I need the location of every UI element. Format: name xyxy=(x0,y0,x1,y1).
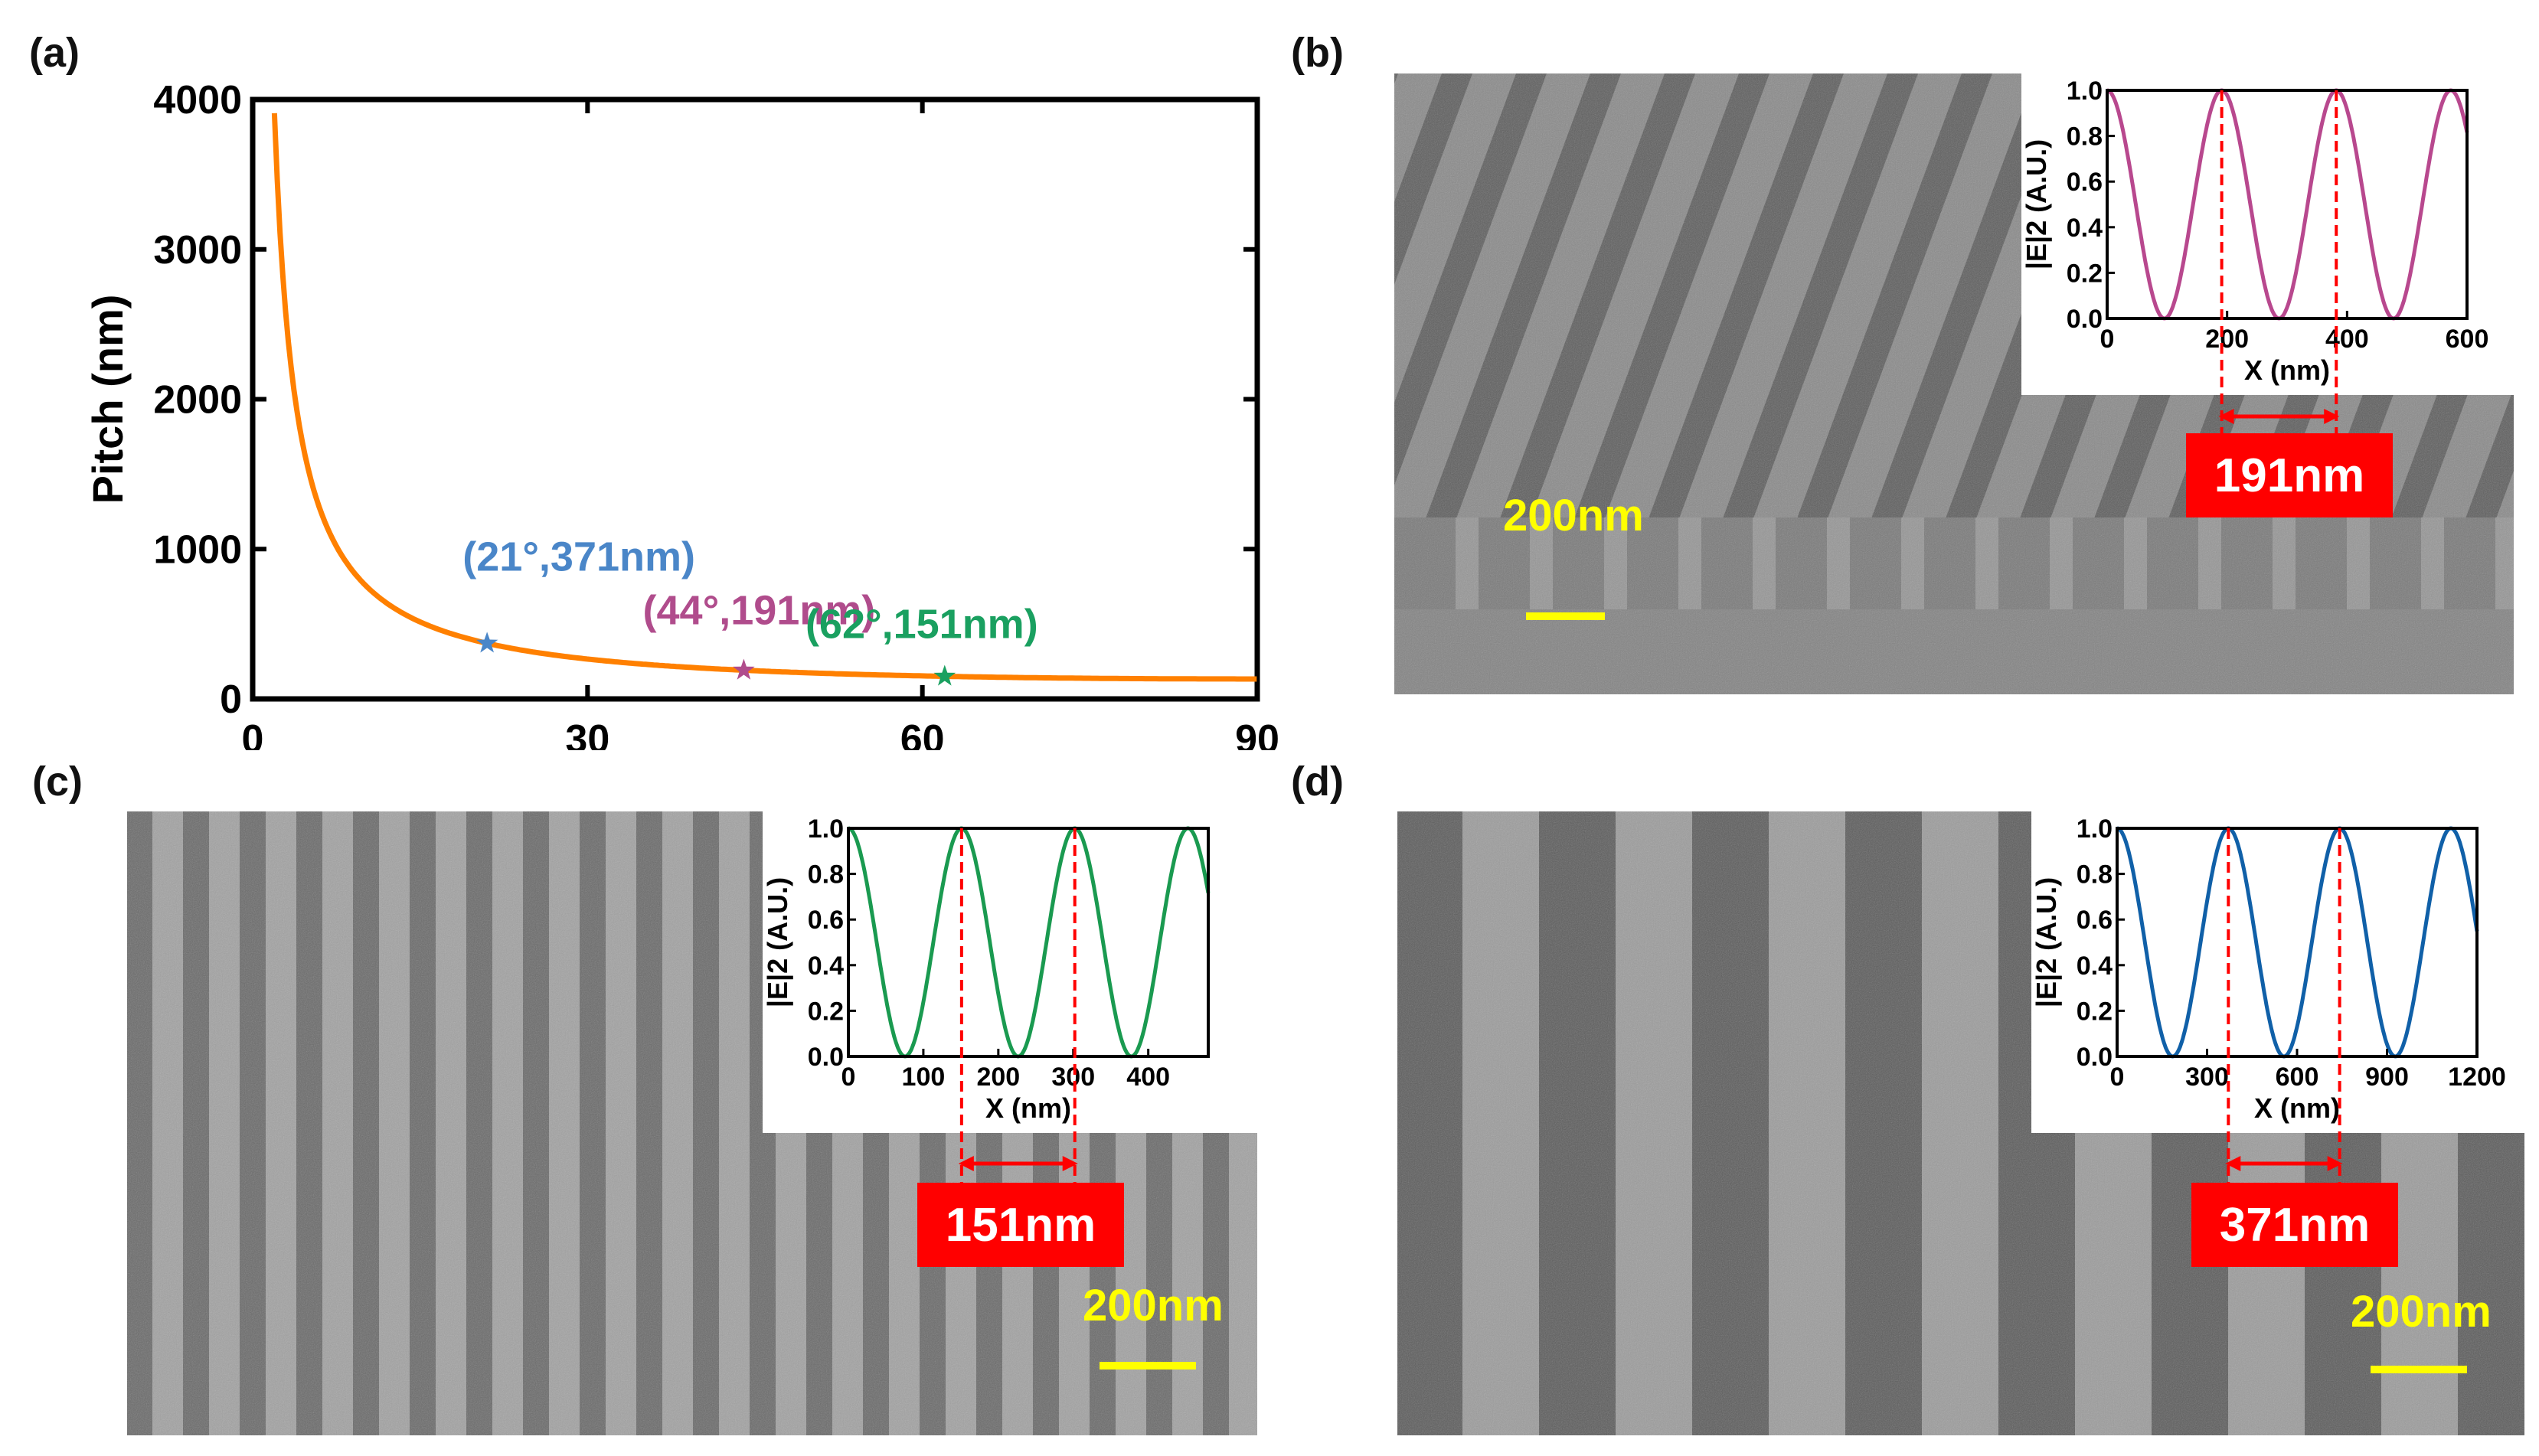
pitch-label-c: 151nm xyxy=(917,1183,1124,1267)
y-tick-label: 0.0 xyxy=(2077,1043,2113,1072)
x-tick-label: 400 xyxy=(2325,325,2369,354)
scale-text-d: 200nm xyxy=(2351,1287,2492,1337)
y-tick-label: 0.0 xyxy=(2067,305,2103,334)
pitch-label-b: 191nm xyxy=(2186,433,2393,517)
inset-x-label: X (nm) xyxy=(985,1092,1071,1124)
y-tick-label: 0.8 xyxy=(2067,122,2103,152)
y-tick-label: 0.6 xyxy=(808,906,844,935)
panel-label-b: (b) xyxy=(1291,30,1344,76)
x-tick-label: 0 xyxy=(841,1063,856,1092)
y-tick-label: 0 xyxy=(220,677,242,722)
data-star xyxy=(475,632,498,653)
data-star xyxy=(933,664,956,686)
y-tick-label: 0.8 xyxy=(2077,860,2113,890)
inset-c: 0 100 200 300 400 0.0 0.2 0.4 0.6 0.8 1.0 X (nm) |E|… xyxy=(762,811,1257,1133)
y-tick-label: 0.0 xyxy=(808,1043,844,1072)
data-star xyxy=(733,658,755,680)
x-tick-label: 90 xyxy=(1235,717,1279,750)
y-tick-label: 3000 xyxy=(153,228,242,273)
annotation-label: (44°,191nm) xyxy=(643,588,876,634)
x-tick-label: 900 xyxy=(2365,1063,2409,1092)
scale-bar-d xyxy=(2371,1366,2467,1373)
y-tick-label: 0.4 xyxy=(2077,952,2113,981)
x-tick-label: 0 xyxy=(2110,1063,2125,1092)
y-tick-label: 1.0 xyxy=(2077,815,2113,844)
pitch-curve xyxy=(271,113,1257,682)
pitch-angle-chart: 030609001000200030004000Angle (°)Pitch (… xyxy=(83,78,1279,750)
pitch-label-d: 371nm xyxy=(2191,1183,2398,1267)
inset-x-label: X (nm) xyxy=(2254,1092,2340,1124)
annotation-label: (21°,371nm) xyxy=(462,534,695,579)
x-tick-label: 200 xyxy=(976,1063,1020,1092)
scale-bar-c xyxy=(1100,1362,1196,1369)
x-tick-label: 400 xyxy=(1126,1063,1170,1092)
field-curve xyxy=(2116,826,2479,1059)
y-tick-label: 0.6 xyxy=(2067,168,2103,197)
annotation-label: (62°,151nm) xyxy=(805,602,1038,648)
x-tick-label: 100 xyxy=(902,1063,946,1092)
y-tick-label: 0.2 xyxy=(808,997,844,1026)
inset-frame xyxy=(2106,89,2469,320)
scale-text-b: 200nm xyxy=(1503,491,1644,540)
x-tick-label: 600 xyxy=(2446,325,2489,354)
y-tick-label: 1000 xyxy=(153,527,242,572)
panel-label-c: (c) xyxy=(32,759,83,805)
y-tick-label: 0.8 xyxy=(808,860,844,890)
x-tick-label: 0 xyxy=(2100,325,2115,354)
x-tick-label: 60 xyxy=(900,717,945,750)
x-tick-label: 300 xyxy=(2185,1063,2229,1092)
y-tick-label: 0.2 xyxy=(2067,259,2103,288)
y-tick-label: 0.4 xyxy=(2067,214,2103,243)
y-tick-label: 1.0 xyxy=(2067,77,2103,106)
y-tick-label: 2000 xyxy=(153,378,242,423)
x-tick-label: 600 xyxy=(2276,1063,2319,1092)
scale-text-c: 200nm xyxy=(1083,1281,1224,1330)
y-axis-label: Pitch (nm) xyxy=(83,295,132,504)
y-tick-label: 1.0 xyxy=(808,815,844,844)
inset-d: 0 300 600 900 1200 0.0 0.2 0.4 0.6 0.8 1.0 X (nm) |E… xyxy=(2031,811,2524,1133)
y-tick-label: 0.4 xyxy=(808,952,844,981)
x-tick-label: 30 xyxy=(565,717,609,750)
sem-image-c xyxy=(127,811,1257,1435)
y-tick-label: 4000 xyxy=(153,78,242,122)
inset-x-label: X (nm) xyxy=(2244,354,2330,386)
inset-b: 0 200 400 600 0.0 0.2 0.4 0.6 0.8 1.0 X (nm) |E|2 (… xyxy=(2021,73,2514,395)
x-tick-label: 0 xyxy=(242,717,264,750)
x-tick-label: 1200 xyxy=(2448,1063,2506,1092)
scale-bar-b xyxy=(1526,612,1605,620)
panel-label-a: (a) xyxy=(29,30,80,76)
inset-y-label: |E|2 (A.U.) xyxy=(763,877,794,1007)
inset-y-label: |E|2 (A.U.) xyxy=(2021,139,2053,269)
x-tick-label: 200 xyxy=(2205,325,2249,354)
panel-label-d: (d) xyxy=(1291,759,1344,805)
y-tick-label: 0.6 xyxy=(2077,906,2113,935)
y-tick-label: 0.2 xyxy=(2077,997,2113,1026)
inset-frame xyxy=(847,827,1210,1058)
inset-y-label: |E|2 (A.U.) xyxy=(2031,877,2063,1007)
field-curve xyxy=(848,826,1211,1059)
